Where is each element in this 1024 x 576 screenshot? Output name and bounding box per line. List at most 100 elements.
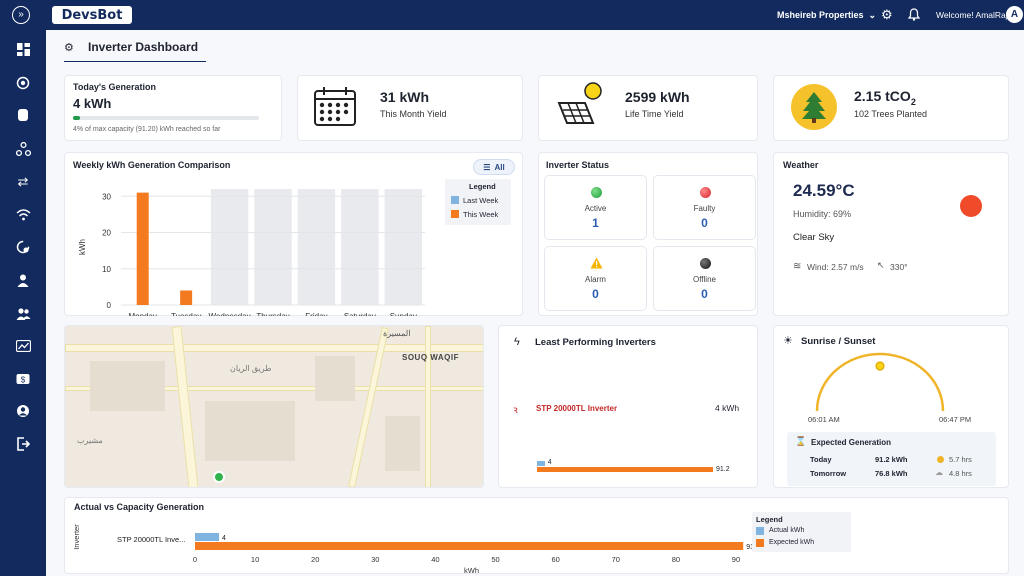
svg-text:$: $ [21,376,26,385]
legend-actual-swatch [756,527,764,535]
weather-humidity: Humidity: 69% [793,209,852,219]
refresh-settings-icon[interactable] [14,238,32,256]
page-title-area: ⚙ Inverter Dashboard [64,38,206,62]
map-road [65,386,483,391]
inverter-warning-icon: ꝛ [513,405,518,416]
status-offline-label: Offline [693,275,716,284]
dashboard-icon[interactable] [14,40,32,58]
status-alarm-value: 0 [592,287,599,301]
least-expected-label: 91.2 [716,466,730,473]
co2-card: 2.15 tCO2 102 Trees Planted [773,75,1009,141]
x-tick-label: Saturday [344,312,376,316]
inverter-icon: ⚙ [64,42,74,54]
category-label: STP 20000TL Inve... [117,535,185,544]
status-offline-tile[interactable]: Offline 0 [653,246,756,311]
status-offline-value: 0 [701,287,708,301]
status-alarm-label: Alarm [585,275,606,284]
y-tick-label: 20 [102,229,111,238]
expected-tomorrow-label: Tomorrow [810,469,847,478]
weather-wind: Wind: 2.57 m/s [807,262,864,272]
legend-expected-label: Expected kWh [769,539,815,546]
y-axis-label: Inverter [72,524,81,550]
settings-gear-icon[interactable]: ⚙ [881,7,893,22]
legend-actual-label: Actual kWh [769,527,805,534]
weekly-chart: 0 10 20 30 kWh Monday Tuesday Wednesday Thursday… [78,189,425,316]
co2-subscript: 2 [910,96,916,107]
lifetime-yield-card: 2599 kWh Life Time Yield [538,75,758,141]
least-actual-label: 4 [547,459,552,466]
today-value: 4 kWh [73,96,112,111]
capacity-bar-value: 4 [222,535,226,542]
y-axis-label: kWh [78,239,87,255]
map-block [205,401,295,461]
lifetime-label: Life Time Yield [625,109,684,119]
legend-expected-swatch [756,539,764,547]
wind-icon: ≋ [793,261,802,272]
logout-icon[interactable] [14,435,32,453]
weekly-legend-title: Legend [469,182,496,191]
x-tick-label: 20 [311,555,319,564]
co2-label: 102 Trees Planted [854,109,928,119]
x-tick-label: Monday [128,312,156,316]
lightning-icon: ϟ [514,336,520,348]
transfer-icon[interactable]: ⇄ [17,174,29,189]
calendar-icon [314,86,356,128]
device-icon[interactable] [14,106,32,124]
notification-bell-icon[interactable] [907,8,921,23]
billing-icon[interactable]: $ [14,370,32,388]
filter-all-button[interactable]: ☰ All [473,159,515,175]
sidebar-toggle-icon[interactable]: » [12,6,30,24]
offline-black-dot-icon [700,258,711,269]
status-alarm-tile[interactable]: Alarm 0 [544,246,647,311]
x-tick-label: 70 [612,555,620,564]
weather-card: Weather 24.59°C Humidity: 69% Clear Sky … [773,152,1009,316]
expected-today-kwh: 91.2 kWh [875,455,908,464]
today-title: Today's Generation [73,82,156,92]
today-progress-track [73,116,259,120]
weekly-bar-this-week [136,192,149,305]
account-icon[interactable] [14,402,32,420]
map-location-pin-icon[interactable] [213,471,225,483]
wifi-icon[interactable] [14,206,32,224]
map-block [90,361,165,411]
plant-icon[interactable] [14,74,32,92]
user-avatar[interactable]: A [1006,6,1023,23]
chevron-down-icon: ⌄ [868,10,877,20]
users-icon[interactable] [14,304,32,322]
capacity-legend: Legend Actual kWh Expected kWh [752,512,851,552]
capacity-bar-expected-kwh [195,542,744,550]
x-tick-label: Wednesday [209,312,251,316]
weekly-chart-card: Weekly kWh Generation Comparison ☰ All 0 1… [64,152,523,316]
status-active-tile[interactable]: Active 1 [544,175,647,240]
least-actual-bar [537,461,545,466]
user-icon[interactable] [14,271,32,289]
solar-panel-icon [555,81,603,131]
least-inverter-name[interactable]: STP 20000TL Inverter [536,404,618,413]
sun-card: ☀ Sunrise / Sunset 06:01 AM 06:47 PM ⌛ E… [773,325,1009,488]
empty-day-column [341,189,379,305]
co2-value: 2.15 tCO2 [854,88,916,107]
location-map[interactable]: المسيرة SOUQ WAQIF طريق الريان مشيرب [64,325,484,488]
x-axis-label: kWh [464,566,479,575]
weekly-legend: Legend Last Week This Week [445,179,511,225]
expected-tomorrow-kwh: 76.8 kWh [875,469,908,478]
map-label: طريق الريان [230,364,272,373]
wind-direction-icon: ↖ [877,260,885,270]
x-tick-label: 30 [371,555,379,564]
app-logo[interactable]: DevsBot [52,6,132,24]
active-green-dot-icon [591,187,602,198]
sunset-time: 06:47 PM [939,415,972,424]
month-yield-card: 31 kWh This Month Yield [297,75,523,141]
x-tick-label: 10 [251,555,259,564]
status-faulty-tile[interactable]: Faulty 0 [653,175,756,240]
analytics-icon[interactable] [14,337,32,355]
filter-all-label: All [494,162,505,172]
tree-icon [791,84,837,130]
legend-last-week-label: Last Week [463,196,499,205]
property-selector[interactable]: Msheireb Properties ⌄ [777,10,876,21]
x-tick-label: 40 [431,555,439,564]
top-bar: » DevsBot Msheireb Properties ⌄ ⚙ Welcome… [0,0,1024,30]
status-active-label: Active [584,204,607,213]
network-icon[interactable] [14,140,32,158]
capacity-bar-actual-kwh [195,533,220,541]
